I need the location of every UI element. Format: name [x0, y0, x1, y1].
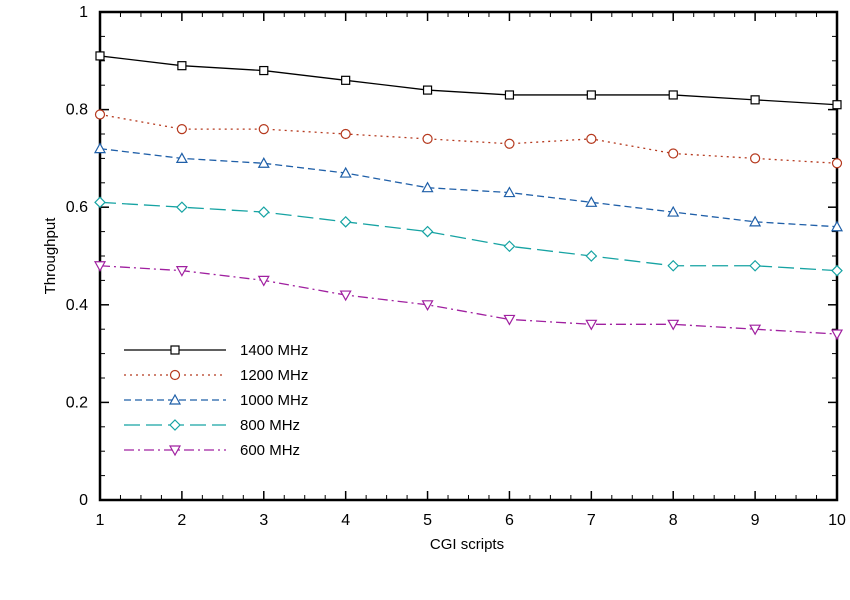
legend-marker	[169, 369, 181, 381]
data-point	[176, 201, 188, 214]
data-point	[341, 75, 351, 85]
data-point	[422, 133, 433, 144]
series-600-mhz	[93, 261, 844, 341]
legend-label: 600 MHz	[240, 442, 300, 459]
data-point	[585, 319, 598, 331]
data-point	[504, 138, 515, 149]
data-point	[667, 319, 680, 331]
data-point	[95, 51, 105, 61]
plot-frame	[98, 10, 839, 502]
x-tick-label: 3	[259, 512, 268, 529]
data-point	[94, 109, 106, 120]
series-1200-mhz	[94, 109, 843, 169]
data-point	[503, 240, 516, 253]
y-tick-label: 0	[79, 492, 88, 509]
data-point	[177, 61, 187, 71]
data-point	[259, 65, 269, 76]
legend-entry-1400-mhz: 1400 MHz	[124, 342, 308, 359]
y-tick-label: 0.8	[66, 102, 88, 119]
legend: 1400 MHz 1200 MHz 1000 MHz 800 MHz 600 MHz	[124, 342, 308, 459]
data-point	[175, 266, 188, 277]
data-point	[667, 205, 680, 217]
series-group	[93, 51, 844, 341]
legend-marker	[169, 419, 181, 431]
data-point	[175, 152, 188, 163]
data-point	[668, 148, 679, 159]
data-point	[750, 95, 760, 105]
x-tick-label: 8	[669, 512, 678, 529]
data-point	[831, 264, 843, 277]
y-tick-label: 0.4	[66, 297, 88, 314]
series-line-1400-mhz	[99, 55, 838, 106]
series-1000-mhz	[93, 142, 844, 232]
data-point	[339, 166, 352, 178]
series-800-mhz	[94, 196, 843, 277]
axes: 1 2 3 4 5 6 7 8 9 10 0 0.2 0.4 0.6 0.8 1	[66, 4, 846, 529]
legend-label: 1000 MHz	[240, 392, 308, 409]
series-line-1000-mhz	[99, 147, 838, 228]
data-point	[93, 142, 107, 154]
data-point	[94, 196, 106, 209]
data-point	[258, 124, 269, 135]
data-point	[750, 153, 761, 164]
x-axis-label: CGI scripts	[430, 536, 504, 553]
data-point	[586, 133, 597, 144]
data-point	[503, 314, 516, 326]
data-point	[340, 128, 351, 140]
series-line-1200-mhz	[99, 113, 838, 164]
y-tick-label: 0.6	[66, 199, 88, 216]
data-point	[93, 261, 107, 272]
data-point	[503, 186, 516, 198]
data-point	[668, 90, 678, 100]
series-1400-mhz	[95, 51, 842, 110]
x-tick-label: 5	[423, 512, 432, 529]
x-tick-label: 2	[177, 512, 186, 529]
data-point	[339, 290, 352, 302]
legend-label: 1400 MHz	[240, 342, 308, 359]
data-point	[257, 157, 270, 168]
x-tick-label: 1	[96, 512, 105, 529]
data-point	[749, 215, 762, 227]
legend-entry-800-mhz: 800 MHz	[124, 417, 300, 434]
legend-marker	[168, 393, 182, 405]
data-point	[421, 225, 434, 238]
data-point	[749, 324, 762, 336]
data-point	[421, 181, 434, 193]
data-point	[749, 259, 761, 272]
data-point	[257, 206, 270, 218]
data-point	[585, 196, 598, 207]
data-point	[422, 85, 433, 95]
data-point	[421, 300, 434, 312]
data-point	[176, 124, 187, 135]
legend-marker	[168, 445, 182, 457]
data-point	[831, 158, 843, 169]
data-point	[339, 215, 352, 228]
data-point	[586, 90, 596, 100]
x-tick-label: 7	[587, 512, 596, 529]
x-tick-label: 10	[828, 512, 846, 529]
legend-entry-600-mhz: 600 MHz	[124, 442, 300, 459]
y-tick-label: 0.2	[66, 394, 88, 411]
series-line-600-mhz	[99, 265, 838, 335]
x-tick-label: 6	[505, 512, 514, 529]
data-point	[504, 90, 515, 100]
legend-entry-1200-mhz: 1200 MHz	[124, 367, 308, 384]
data-point	[832, 100, 842, 110]
data-point	[667, 259, 680, 272]
data-point	[830, 329, 844, 341]
legend-entry-1000-mhz: 1000 MHz	[124, 392, 308, 409]
legend-label: 800 MHz	[240, 417, 300, 434]
y-axis-label: Throughput	[42, 217, 59, 295]
legend-label: 1200 MHz	[240, 367, 308, 384]
x-tick-label: 4	[341, 512, 350, 529]
data-point	[585, 250, 598, 262]
y-tick-label: 1	[79, 4, 88, 21]
data-point	[257, 275, 270, 287]
legend-marker	[170, 345, 180, 355]
series-line-800-mhz	[99, 201, 838, 272]
data-point	[830, 220, 844, 232]
x-tick-label: 9	[751, 512, 760, 529]
